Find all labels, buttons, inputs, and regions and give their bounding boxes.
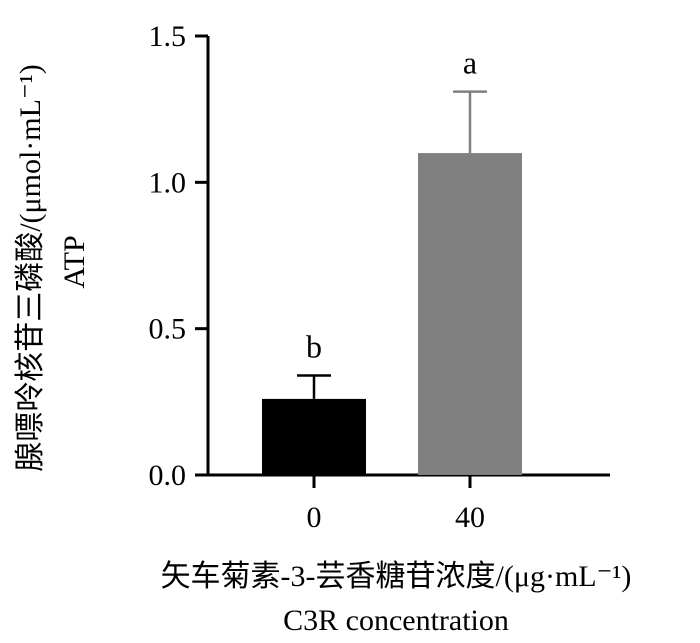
bar-0 (262, 398, 366, 475)
significance-label: a (463, 45, 477, 81)
bars-group: ba (262, 45, 522, 476)
bar-40 (418, 153, 522, 476)
y-axis-title-en: ATP (58, 235, 91, 288)
y-tick-label: 0.5 (149, 313, 187, 346)
x-axis-ticks: 0 40 (307, 475, 485, 534)
y-axis-title-cn: 腺嘌呤核苷三磷酸/(μmol·mL⁻¹) (14, 64, 47, 472)
x-tick-label: 0 (307, 501, 322, 534)
y-tick-label: 1.5 (149, 20, 187, 53)
x-axis-title-cn: 矢车菊素-3-芸香糖苷浓度/(μg·mL⁻¹) (161, 560, 632, 593)
x-tick-label: 40 (455, 501, 485, 534)
significance-label: b (306, 328, 322, 364)
y-tick-label: 0.0 (149, 459, 187, 492)
y-axis-ticks: 0.0 0.5 1.0 1.5 (149, 20, 208, 492)
x-axis-title-en: C3R concentration (283, 604, 509, 637)
y-tick-label: 1.0 (149, 166, 187, 199)
